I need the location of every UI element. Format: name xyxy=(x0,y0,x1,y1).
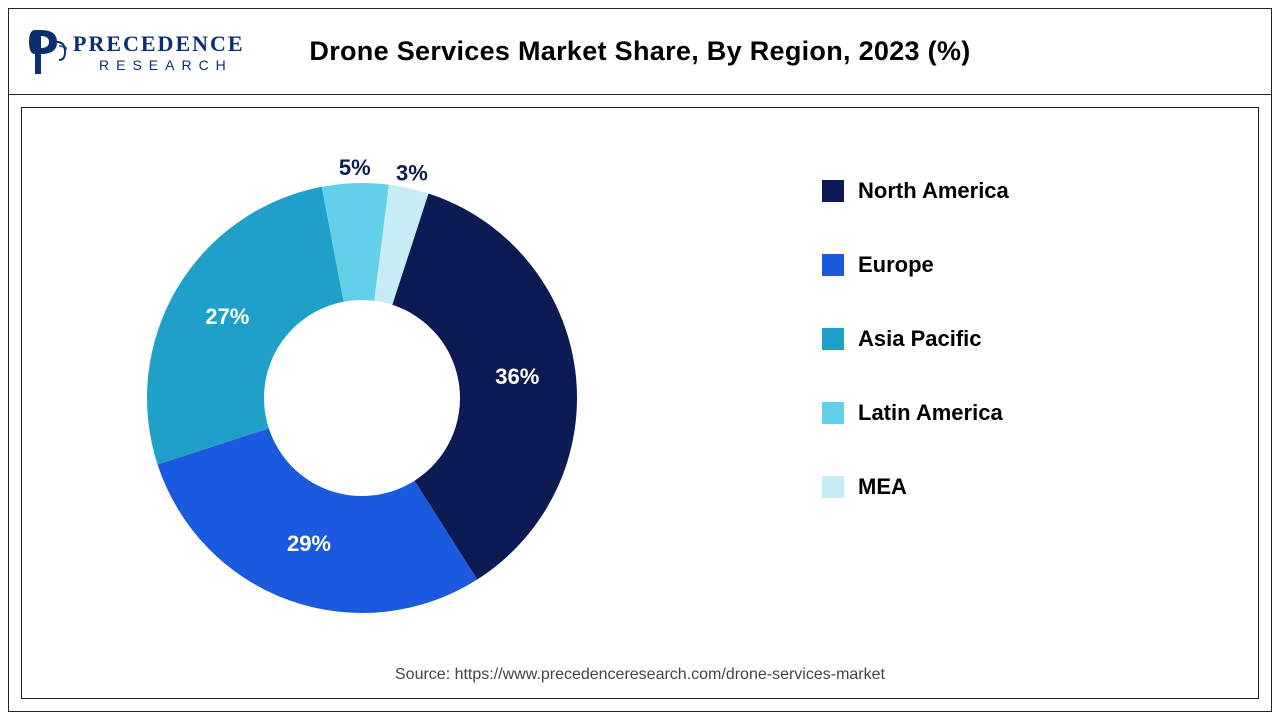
legend-swatch xyxy=(822,328,844,350)
legend-item: Asia Pacific xyxy=(822,326,1009,352)
donut-slice-label: 29% xyxy=(287,531,331,556)
legend-item: MEA xyxy=(822,474,1009,500)
legend-item: North America xyxy=(822,178,1009,204)
donut-slice-label: 3% xyxy=(396,160,428,185)
donut-chart-svg: 36% 29% 27% 5% 3% xyxy=(82,138,642,658)
brand-logo-text-sub: RESEARCH xyxy=(73,57,245,73)
header-row: PRECEDENCE RESEARCH Drone Services Marke… xyxy=(9,9,1271,95)
legend-label: Asia Pacific xyxy=(858,326,982,352)
legend-label: North America xyxy=(858,178,1009,204)
donut-slice-label: 5% xyxy=(339,155,371,180)
brand-logo: PRECEDENCE RESEARCH xyxy=(27,26,245,78)
legend-label: Europe xyxy=(858,252,934,278)
donut-slice-label: 27% xyxy=(205,304,249,329)
outer-frame: PRECEDENCE RESEARCH Drone Services Marke… xyxy=(8,8,1272,712)
legend-swatch xyxy=(822,476,844,498)
legend-label: Latin America xyxy=(858,400,1003,426)
brand-logo-text-main: PRECEDENCE xyxy=(73,31,245,57)
legend-swatch xyxy=(822,180,844,202)
legend-item: Latin America xyxy=(822,400,1009,426)
body-frame: 36% 29% 27% 5% 3% North America Europe Asia Pa… xyxy=(21,107,1259,699)
donut-slice-label: 36% xyxy=(495,364,539,389)
donut-chart: 36% 29% 27% 5% 3% xyxy=(82,138,642,658)
legend-swatch xyxy=(822,254,844,276)
source-citation: Source: https://www.precedenceresearch.c… xyxy=(22,666,1258,684)
legend-item: Europe xyxy=(822,252,1009,278)
chart-legend: North America Europe Asia Pacific Latin Ame… xyxy=(822,178,1009,500)
donut-hole xyxy=(265,301,459,495)
legend-label: MEA xyxy=(858,474,907,500)
brand-logo-icon xyxy=(27,26,67,78)
legend-swatch xyxy=(822,402,844,424)
